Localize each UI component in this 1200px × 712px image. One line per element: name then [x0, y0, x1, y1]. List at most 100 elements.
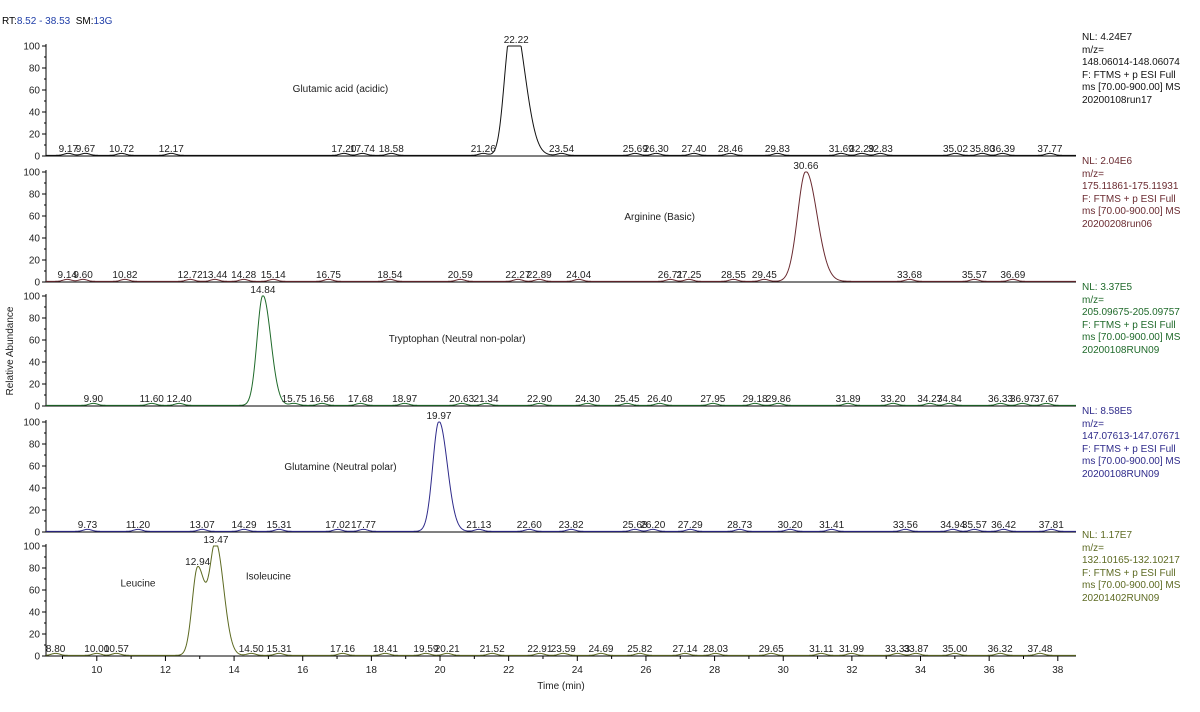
- baseline-peak-label: 33.20: [881, 394, 906, 405]
- baseline-peak-label: 37.77: [1037, 144, 1062, 155]
- y-tick-label: 60: [29, 212, 41, 223]
- y-tick-label: 100: [23, 168, 40, 179]
- x-tick-label: 32: [846, 665, 858, 676]
- x-axis-title: Time (min): [537, 681, 584, 692]
- y-tick-label: 0: [34, 652, 40, 663]
- baseline-peak-label: 10.00: [84, 644, 109, 655]
- baseline-peak-label: 22.27: [505, 270, 530, 281]
- y-tick-label: 20: [29, 130, 41, 141]
- info-line: 132.10165-132.10217: [1082, 555, 1180, 567]
- info-line: F: FTMS + p ESI Full: [1082, 69, 1176, 81]
- x-tick-label: 18: [366, 665, 378, 676]
- x-tick-label: 28: [709, 665, 721, 676]
- baseline-peak-label: 23.54: [549, 144, 574, 155]
- baseline-peak-label: 9.73: [78, 520, 98, 531]
- baseline-peak-label: 9.90: [84, 394, 104, 405]
- baseline-peak-label: 26.30: [644, 144, 669, 155]
- baseline-peak-label: 21.13: [466, 520, 491, 531]
- baseline-peak-label: 27.95: [700, 394, 725, 405]
- info-line: F: FTMS + p ESI Full: [1082, 193, 1176, 205]
- y-tick-label: 80: [29, 190, 41, 201]
- panel-info-block: NL: 2.04E6 m/z= 175.11861-175.11931 F: FTMS…: [1082, 156, 1200, 232]
- baseline-peak-label: 34.94: [940, 520, 965, 531]
- baseline-peak-label: 17.20: [331, 144, 356, 155]
- baseline-peak-label: 21.34: [473, 394, 498, 405]
- peak-label: 12.94: [185, 557, 210, 568]
- info-line: ms [70.00-900.00] MS: [1082, 206, 1181, 218]
- x-tick-label: 24: [572, 665, 584, 676]
- y-tick-label: 40: [29, 108, 41, 119]
- baseline-peak-label: 16.56: [309, 394, 334, 405]
- baseline-peak-label: 31.99: [839, 644, 864, 655]
- x-tick-label: 10: [91, 665, 103, 676]
- y-tick-label: 40: [29, 484, 41, 495]
- baseline-peak-label: 24.30: [575, 394, 600, 405]
- trace-line: [46, 295, 1076, 406]
- baseline-peak-label: 11.60: [140, 394, 165, 405]
- x-tick-label: 12: [160, 665, 172, 676]
- baseline-peak-label: 36.33: [988, 394, 1013, 405]
- baseline-peak-label: 29.45: [752, 270, 777, 281]
- x-tick-label: 26: [640, 665, 652, 676]
- info-line: 175.11861-175.11931: [1082, 181, 1179, 193]
- y-tick-label: 0: [34, 278, 40, 289]
- baseline-peak-label: 30.20: [778, 520, 803, 531]
- baseline-peak-label: 24.04: [566, 270, 591, 281]
- y-tick-label: 100: [23, 292, 40, 303]
- baseline-peak-label: 33.87: [904, 644, 929, 655]
- info-line: m/z=: [1082, 294, 1104, 306]
- info-line: m/z=: [1082, 418, 1104, 430]
- info-line: 20200108RUN09: [1082, 468, 1160, 480]
- sm-label: SM:: [75, 16, 94, 27]
- baseline-peak-label: 25.68: [622, 520, 647, 531]
- info-line: ms [70.00-900.00] MS: [1082, 82, 1181, 94]
- baseline-peak-label: 21.52: [480, 644, 505, 655]
- baseline-peak-label: 14.28: [231, 270, 256, 281]
- peak-label: 13.47: [203, 535, 228, 546]
- baseline-peak-label: 25.82: [627, 644, 652, 655]
- baseline-peak-label: 22.90: [527, 394, 552, 405]
- rt-label: RT:: [2, 16, 17, 27]
- baseline-peak-label: 26.20: [640, 520, 665, 531]
- baseline-peak-label: 10.82: [112, 270, 137, 281]
- baseline-peak-label: 37.81: [1039, 520, 1064, 531]
- y-tick-label: 80: [29, 564, 41, 575]
- baseline-peak-label: 17.74: [350, 144, 375, 155]
- y-tick-label: 100: [23, 42, 40, 53]
- x-tick-label: 30: [778, 665, 790, 676]
- baseline-peak-label: 31.89: [836, 394, 861, 405]
- y-tick-label: 100: [23, 542, 40, 553]
- baseline-peak-label: 28.55: [721, 270, 746, 281]
- info-line: NL: 4.24E7: [1082, 32, 1133, 43]
- info-line: NL: 2.04E6: [1082, 156, 1133, 167]
- baseline-peak-label: 36.97: [1010, 394, 1035, 405]
- y-tick-label: 20: [29, 506, 41, 517]
- baseline-peak-label: 35.57: [962, 270, 987, 281]
- y-tick-label: 60: [29, 462, 41, 473]
- baseline-peak-label: 34.27: [917, 394, 942, 405]
- header-rt-sm: RT:8.52 - 38.53 SM:13G: [2, 16, 112, 27]
- baseline-peak-label: 18.41: [373, 644, 398, 655]
- baseline-peak-label: 19.59: [413, 644, 438, 655]
- baseline-peak-label: 12.40: [167, 394, 192, 405]
- baseline-peak-label: 22.89: [527, 270, 552, 281]
- baseline-peak-label: 35.02: [943, 144, 968, 155]
- y-tick-label: 0: [34, 152, 40, 163]
- compound-annotation: Leucine: [120, 578, 155, 589]
- baseline-peak-label: 8.80: [46, 644, 66, 655]
- baseline-peak-label: 15.31: [267, 644, 292, 655]
- baseline-peak-label: 18.97: [392, 394, 417, 405]
- baseline-peak-label: 32.83: [868, 144, 893, 155]
- trace-line: [46, 171, 1076, 282]
- info-line: F: FTMS + p ESI Full: [1082, 319, 1176, 331]
- x-tick-label: 36: [984, 665, 996, 676]
- info-line: 20200108run17: [1082, 94, 1153, 106]
- baseline-peak-label: 26.71: [658, 270, 683, 281]
- info-line: 20200208run06: [1082, 218, 1153, 230]
- baseline-peak-label: 11.20: [126, 520, 151, 531]
- info-line: 20201402RUN09: [1082, 592, 1160, 604]
- baseline-peak-label: 29.65: [759, 644, 784, 655]
- baseline-peak-label: 32.29: [849, 144, 874, 155]
- baseline-peak-label: 15.31: [267, 520, 292, 531]
